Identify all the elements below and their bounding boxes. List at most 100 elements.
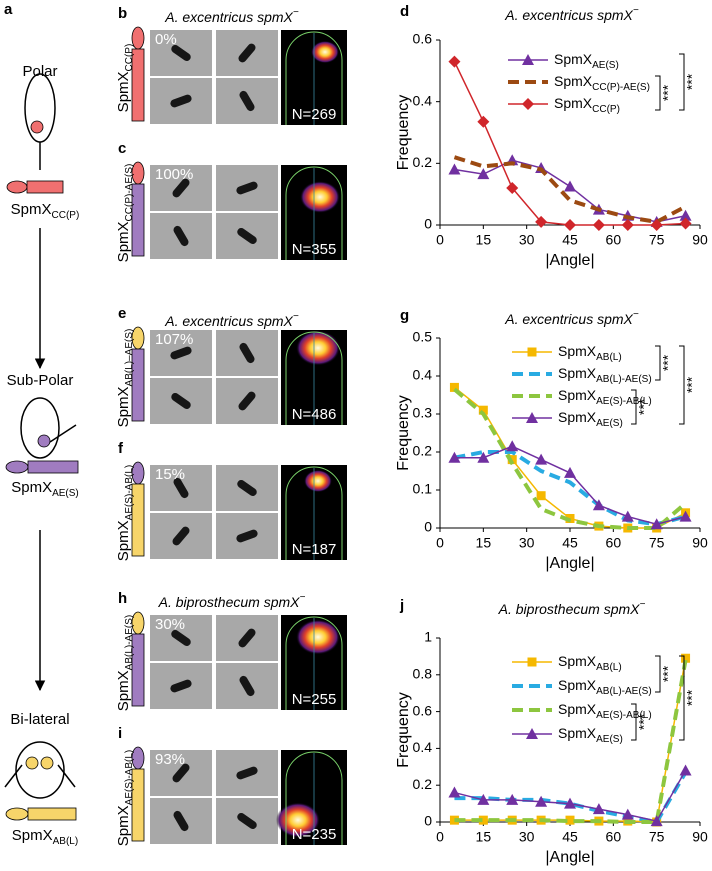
x-tick-label: 15 xyxy=(476,829,492,845)
species-heading-sub: − xyxy=(300,592,306,603)
marker xyxy=(535,453,548,465)
cell xyxy=(170,346,192,360)
legend-marker xyxy=(522,54,534,65)
legend-label: SpmXAE(S) xyxy=(558,409,623,429)
panel-letter: a xyxy=(4,1,13,18)
marker xyxy=(536,491,546,501)
legend-label-main: SpmX xyxy=(558,701,597,717)
marker xyxy=(650,219,663,231)
species-heading-main: A. biprosthecum spmX xyxy=(158,594,300,610)
construct-label-main: SpmX xyxy=(115,386,132,427)
cell xyxy=(239,342,255,364)
cell xyxy=(171,44,191,62)
y-tick-label: 0.6 xyxy=(413,702,433,718)
marker xyxy=(477,451,490,463)
legend-label-sub: AE(S) xyxy=(596,734,623,745)
cell xyxy=(238,43,256,63)
species-heading-sub: − xyxy=(293,311,299,322)
cell xyxy=(173,810,189,832)
scheme-construct-main: SpmX xyxy=(11,201,52,218)
marker xyxy=(681,653,691,663)
marker xyxy=(448,786,461,798)
legend-label: SpmXAE(S)-AB(L) xyxy=(558,701,652,721)
legend-label-main: SpmX xyxy=(558,365,597,381)
scheme-construct: SpmXAB(L) xyxy=(12,827,78,847)
marker xyxy=(592,499,605,511)
panel-letter: c xyxy=(118,140,126,157)
significance-bracket xyxy=(655,75,661,111)
cell xyxy=(238,391,256,411)
cell xyxy=(171,392,191,410)
x-tick-label: 60 xyxy=(606,535,622,551)
legend-marker xyxy=(527,657,537,667)
cell xyxy=(173,225,189,247)
construct-body xyxy=(131,483,145,557)
series-line xyxy=(454,445,686,525)
species-heading-main: A. excentricus spmX xyxy=(164,313,293,329)
legend-label-sub: AB(L)-AE(S) xyxy=(596,374,652,385)
cell xyxy=(236,181,258,195)
series-line xyxy=(453,155,687,224)
cell xyxy=(237,812,257,830)
cell-outline xyxy=(285,31,343,125)
construct-body xyxy=(131,633,145,707)
percent: 93% xyxy=(155,751,185,768)
construct-label-main: SpmX xyxy=(115,805,132,846)
scheme-construct: SpmXCC(P) xyxy=(11,201,80,221)
cell xyxy=(172,526,190,546)
cell xyxy=(239,90,255,112)
y-tick-label: 0.4 xyxy=(413,367,433,383)
legend-label-sub: AE(S)-AB(L) xyxy=(596,710,652,721)
x-tick-label: 90 xyxy=(692,232,708,248)
n-count: N=486 xyxy=(292,406,337,423)
significance-label: *** xyxy=(636,398,652,415)
x-axis-label: |Angle| xyxy=(545,555,594,572)
legend-label-sub: AE(S) xyxy=(596,418,623,429)
scheme-construct-sub: AE(S) xyxy=(52,488,79,499)
heat-blob xyxy=(296,619,340,655)
chart-letter: d xyxy=(400,3,409,20)
x-axis-label: |Angle| xyxy=(545,849,594,866)
scheme-construct-sub: CC(P) xyxy=(52,210,80,221)
legend-label: SpmXAB(L) xyxy=(558,653,622,673)
cell xyxy=(170,679,192,693)
legend-label: SpmXAB(L)-AE(S) xyxy=(558,365,652,385)
chart-title-sub: − xyxy=(640,599,646,610)
marker xyxy=(477,115,490,128)
legend-label-sub: AE(S) xyxy=(592,60,619,71)
x-tick-label: 75 xyxy=(649,535,665,551)
x-tick-label: 0 xyxy=(436,232,444,248)
scheme-label: Sub-Polar xyxy=(7,372,74,389)
construct-label: SpmXAE(S)-AB(L) xyxy=(115,750,135,846)
marker xyxy=(592,219,605,231)
construct-label: SpmXAB(L)-AE(S) xyxy=(115,615,135,711)
series-line xyxy=(453,387,687,530)
legend-label-sub: AB(L) xyxy=(596,662,622,673)
marker xyxy=(679,764,692,776)
scheme-label: Bi-lateral xyxy=(10,711,69,728)
y-tick-label: 0 xyxy=(424,519,432,535)
panel-letter: b xyxy=(118,5,127,22)
legend-label: SpmXCC(P)-AE(S) xyxy=(554,73,650,93)
chart-title-sub: − xyxy=(633,309,639,320)
series-line xyxy=(454,771,688,825)
heat-blob xyxy=(276,802,320,838)
cell-outline xyxy=(285,466,343,560)
construct-body xyxy=(131,348,145,422)
y-axis-label: Frequency xyxy=(395,692,412,768)
percent: 0% xyxy=(155,31,177,48)
panel-letter: h xyxy=(118,590,127,607)
marker xyxy=(564,180,576,192)
marker xyxy=(477,168,490,180)
marker xyxy=(565,815,575,825)
significance-bracket xyxy=(631,389,637,425)
construct-label-sub: AB(L)–AE(S) xyxy=(124,329,135,387)
cell xyxy=(237,479,257,497)
marker xyxy=(564,219,576,231)
marker xyxy=(478,405,488,415)
cell xyxy=(173,477,189,499)
scheme-construct-sub: AB(L) xyxy=(53,836,79,847)
cell xyxy=(172,178,190,198)
marker xyxy=(477,793,490,805)
